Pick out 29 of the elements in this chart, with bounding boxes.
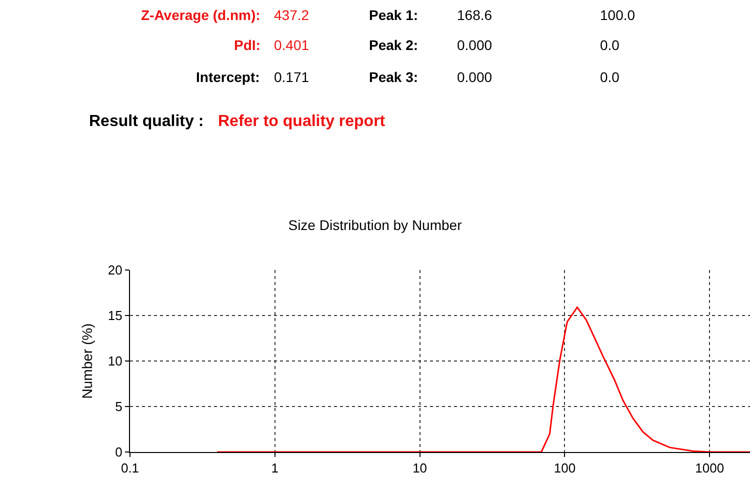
text: Z-Average (d.nm): (141, 7, 260, 23)
text: PdI: (234, 37, 260, 53)
text: 437.2 (274, 7, 310, 23)
text: 0.000 (457, 69, 492, 85)
text: Result quality : (89, 113, 204, 130)
y-tick-label: 20 (108, 262, 122, 278)
text: 0.171 (274, 69, 310, 85)
x-tick-label: 1 (271, 460, 279, 476)
text: 100.0 (600, 7, 636, 23)
text: Intercept: (196, 69, 260, 85)
x-tick-label: 100 (554, 460, 576, 476)
text: 0.000 (457, 37, 492, 53)
text: Peak 1: (369, 7, 418, 23)
y-tick-label: 15 (108, 308, 122, 324)
x-tick-label: 1000 (695, 460, 724, 476)
x-tick-label: 10 (412, 460, 428, 476)
y-tick-label: 0 (115, 444, 122, 460)
y-tick-label: 10 (108, 354, 122, 369)
text: Peak 2: (369, 37, 418, 53)
y-tick-label: 5 (115, 399, 122, 414)
text: Refer to quality report (218, 113, 386, 130)
text: 0.0 (600, 69, 620, 85)
text: 0.0 (600, 37, 620, 53)
text: Peak 3: (369, 69, 418, 85)
text: 168.6 (457, 7, 492, 23)
chart-title: Size Distribution by Number (288, 216, 462, 233)
text: 0.401 (274, 37, 310, 53)
x-tick-label: 0.1 (120, 460, 140, 476)
y-axis-title: Number (%) (79, 323, 95, 399)
